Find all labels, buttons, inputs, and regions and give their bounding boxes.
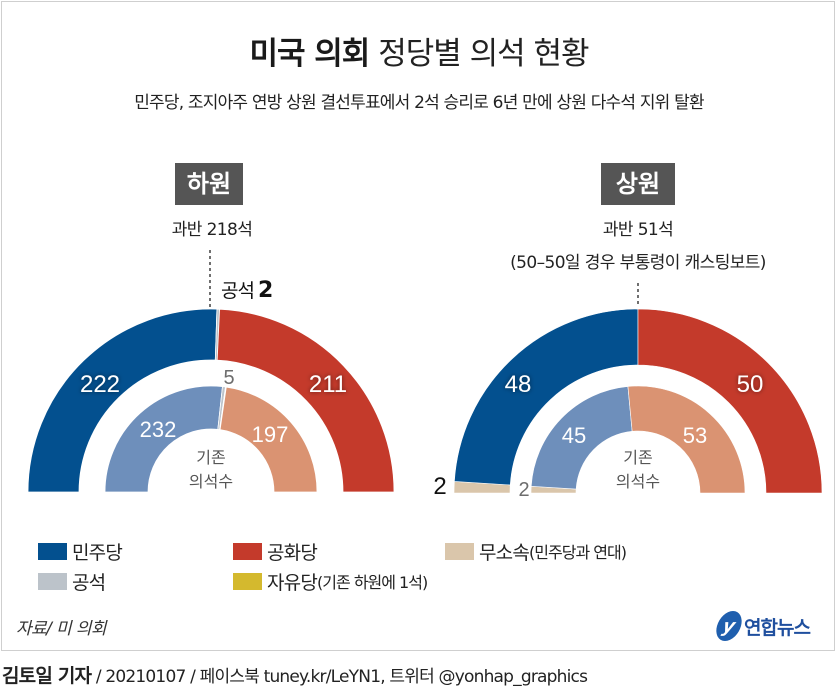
arc-slice-republican_prev — [627, 385, 746, 494]
legend-item-republican: 공화당 — [233, 541, 318, 564]
senate-inner-center-line1: 기존 — [623, 448, 652, 467]
title-bold: 미국 의회 — [249, 36, 370, 72]
house-prev-other-value: 5 — [223, 367, 234, 389]
house-inner-center-line1: 기존 — [196, 448, 225, 467]
legend-item-libertarian: 자유당 (기존 하원에 1석) — [233, 571, 428, 594]
senate-majority-label: 과반 51석 — [602, 220, 674, 240]
legend-swatch — [233, 542, 262, 560]
senate-prev-rep-value: 53 — [683, 423, 707, 448]
legend-label: 무소속 — [479, 541, 530, 564]
arc-slice-republican — [637, 308, 823, 494]
legend-item-democrat: 민주당 — [38, 541, 123, 564]
legend-swatch — [233, 572, 262, 590]
house-outer-ring — [27, 308, 395, 493]
house-inner-center-line2: 의석수 — [189, 472, 233, 491]
legend-item-independent: 무소속 (민주당과 연대) — [445, 541, 627, 564]
senate-rep-value: 50 — [737, 371, 764, 398]
legend-label: 민주당 — [72, 541, 123, 564]
page-title: 미국 의회 정당별 의석 현황 — [0, 28, 838, 73]
legend-sublabel: (기존 하원에 1석) — [317, 573, 428, 592]
yonhap-logo-mark-icon: y — [712, 611, 746, 641]
byline: 김토일 기자 / 20210107 / 페이스북 tuney.kr/LeYN1,… — [2, 661, 588, 688]
legend-label: 공화당 — [267, 541, 318, 564]
source-note: 자료/ 미 의회 — [16, 619, 107, 639]
arc-slice-republican_prev — [219, 386, 318, 493]
senate-dem-value: 48 — [505, 371, 532, 398]
senate-chart: 48 50 2 2 45 53 기존 의석수 — [433, 283, 823, 501]
yonhap-logo: y 연합뉴스 — [712, 611, 811, 641]
arc-slice-democrat_prev — [104, 385, 223, 493]
legend-sublabel: (민주당과 연대) — [529, 543, 627, 562]
arc-slice-republican — [216, 308, 395, 493]
senate-tag: 상원 — [601, 163, 675, 205]
byline-details: / 20210107 / 페이스북 tuney.kr/LeYN1, 트위터 @y… — [91, 667, 588, 687]
senate-outer-ring — [453, 308, 823, 494]
house-rep-value: 211 — [309, 371, 347, 398]
legend-item-vacant: 공석 — [38, 571, 106, 594]
house-tag: 하원 — [175, 163, 243, 205]
title-rest: 정당별 의석 현황 — [378, 36, 589, 72]
senate-inner-center-line2: 의석수 — [616, 472, 660, 491]
house-dem-value: 222 — [80, 371, 120, 398]
legend-swatch — [38, 572, 67, 590]
senate-ind-value: 2 — [433, 473, 446, 500]
subtitle: 민주당, 조지아주 연방 상원 결선투표에서 2석 승리로 6년 만에 상원 다… — [134, 93, 704, 113]
house-majority-label: 과반 218석 — [171, 220, 253, 240]
senate-majority-note: (50–50일 경우 부통령이 캐스팅보트) — [510, 253, 766, 273]
house-inner-ring — [104, 385, 318, 493]
house-prev-dem-value: 232 — [140, 417, 177, 442]
senate-prev-dem-value: 45 — [562, 423, 586, 448]
senate-prev-ind-value: 2 — [518, 479, 529, 501]
graphic-frame — [1, 1, 835, 651]
legend-label: 공석 — [72, 571, 106, 594]
chart-canvas: 공석 2 222 211 5 232 197 기존 의석수 48 50 2 2 4… — [27, 250, 823, 501]
house-chart: 공석 2 222 211 5 232 197 기존 의석수 — [27, 250, 395, 493]
senate-inner-ring — [530, 385, 746, 494]
house-vacant-label: 공석 2 — [221, 278, 272, 303]
yonhap-logo-text: 연합뉴스 — [744, 616, 811, 639]
legend-label: 자유당 — [267, 571, 318, 594]
house-prev-rep-value: 197 — [252, 422, 289, 447]
byline-author: 김토일 기자 — [2, 665, 92, 687]
legend-swatch — [38, 542, 67, 560]
legend-swatch — [445, 542, 474, 560]
